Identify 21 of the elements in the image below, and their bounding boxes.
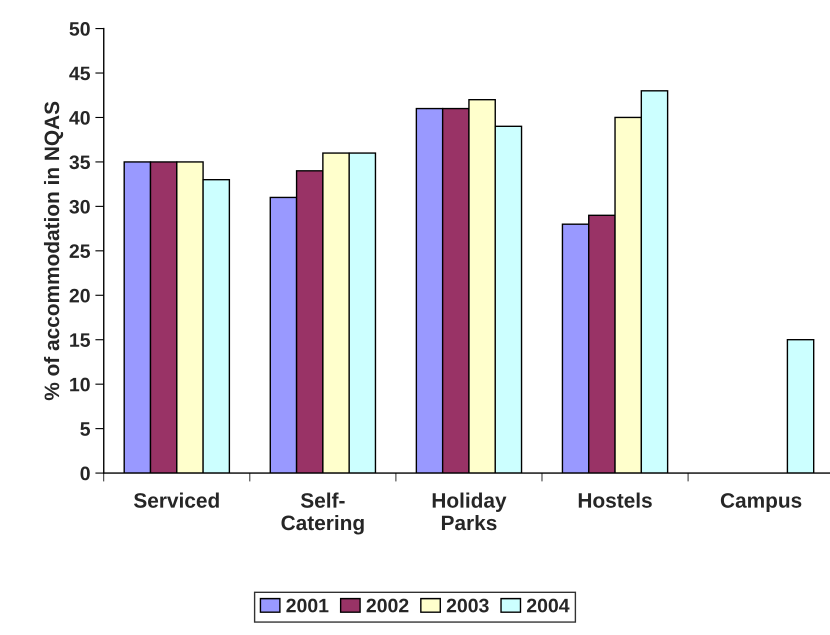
y-tick-label: 40 — [69, 110, 90, 125]
x-tick-label: Holiday Parks — [432, 492, 506, 530]
y-tick-label: 35 — [69, 155, 90, 170]
y-axis-title: % of accommodation in NQAS — [44, 102, 64, 400]
y-tick-label: 15 — [70, 333, 90, 347]
y-tick-label: 5 — [80, 422, 90, 436]
legend-label: 2003 — [446, 598, 489, 612]
y-tick-label: 50 — [70, 22, 90, 36]
legend-label: 2004 — [526, 598, 570, 612]
legend-label: 2001 — [286, 598, 328, 612]
y-tick-label: 10 — [70, 378, 90, 392]
y-tick-label: 45 — [69, 66, 90, 80]
y-tick-label: 25 — [70, 244, 90, 258]
x-tick-label: Hostels — [578, 492, 652, 508]
x-tick-label: Self- Catering — [281, 492, 364, 534]
y-tick-label: 0 — [80, 466, 90, 480]
x-tick-label: Serviced — [134, 492, 219, 508]
y-tick-label: 20 — [70, 288, 90, 303]
legend-label: 2002 — [366, 598, 408, 612]
x-tick-label: Campus — [720, 493, 802, 512]
y-tick-label: 30 — [69, 200, 90, 214]
